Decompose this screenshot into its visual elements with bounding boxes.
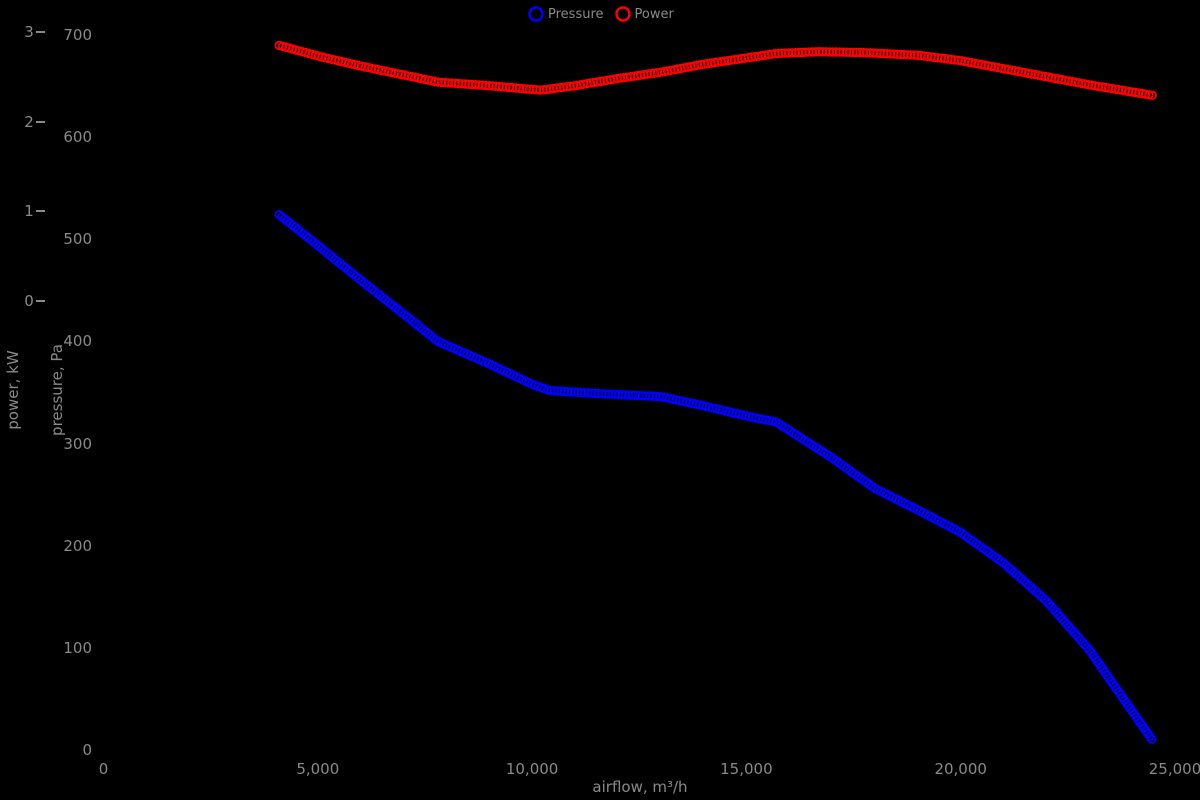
x-axis-title: airflow, m³/h [592,778,688,796]
pressure-data-marker [1039,594,1050,604]
pressure-data-marker [1071,629,1081,640]
power-axis-tick-label: 2 [24,112,34,131]
x-axis-tick-label: 5,000 [296,760,340,778]
pressure-axis-tick-label: 200 [63,536,92,555]
pressure-axis-tick-label: 0 [82,741,92,759]
legend-item-power[interactable]: Power [614,5,674,23]
power-axis-tick-label: 1 [24,202,34,220]
pressure-axis-tick-label: 600 [63,128,92,147]
pressure-series[interactable] [274,210,1157,744]
power-axis-tick-mark [36,31,45,33]
pressure-marker-icon [528,6,544,22]
legend-item-pressure[interactable]: Pressure [527,5,604,23]
power-axis-tick-label: 3 [24,23,34,41]
power-series[interactable] [274,40,1157,100]
pressure-data-marker [1146,734,1157,744]
x-axis-tick-label: 15,000 [720,760,773,778]
pressure-axis-tick-label: 400 [63,332,92,351]
pressure-axis-tick-label: 700 [63,26,92,44]
pressure-data-marker [1037,592,1047,602]
power-axis-tick-mark [36,210,45,212]
power-axis-title: power, kW [4,350,22,430]
legend-label-pressure: Pressure [548,6,604,22]
power-axis-tick-label: 0 [24,291,34,310]
x-axis-tick-label: 0 [98,760,109,778]
pressure-axis-title: pressure, Pa [48,344,66,436]
x-axis-tick-label: 20,000 [934,760,987,778]
legend-label-power: Power [634,6,674,22]
x-axis-tick-label: 10,000 [505,760,559,778]
pressure-axis-tick-label: 100 [63,638,92,657]
pressure-axis-tick-label: 500 [63,230,92,249]
pressure-axis-tick-label: 300 [63,434,92,453]
power-data-marker [1147,90,1157,100]
x-axis-tick-label: 25,000 [1148,760,1200,778]
power-axis-tick-mark [36,299,45,302]
power-marker-icon [614,6,631,22]
power-axis-tick-mark [36,120,45,123]
chart-legend: Pressure Power [527,5,674,23]
